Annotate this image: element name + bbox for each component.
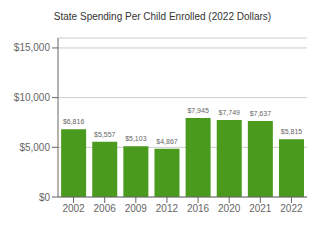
- svg-text:$7,749: $7,749: [219, 109, 241, 116]
- svg-text:$5,000: $5,000: [19, 142, 50, 153]
- svg-text:$5,557: $5,557: [94, 131, 116, 138]
- svg-text:$7,945: $7,945: [187, 107, 209, 114]
- svg-text:2021: 2021: [249, 203, 272, 214]
- svg-text:$0: $0: [39, 192, 51, 203]
- svg-text:2012: 2012: [156, 203, 179, 214]
- svg-text:$10,000: $10,000: [14, 92, 51, 103]
- svg-text:$6,816: $6,816: [63, 118, 85, 125]
- svg-text:$7,637: $7,637: [250, 110, 272, 117]
- html-text:State Spending Per Child Enrol: State Spending Per Child Enrolled (2022 …: [53, 11, 272, 22]
- svg-text:2016: 2016: [187, 203, 210, 214]
- svg-text:$4,867: $4,867: [156, 138, 178, 145]
- svg-text:$5,103: $5,103: [125, 135, 147, 142]
- svg-text:2020: 2020: [218, 203, 241, 214]
- svg-text:2022: 2022: [280, 203, 303, 214]
- svg-text:$5,815: $5,815: [281, 128, 303, 135]
- svg-text:$15,000: $15,000: [14, 42, 51, 53]
- svg-text:2006: 2006: [94, 203, 117, 214]
- svg-text:2009: 2009: [125, 203, 148, 214]
- svg-text:2002: 2002: [62, 203, 85, 214]
